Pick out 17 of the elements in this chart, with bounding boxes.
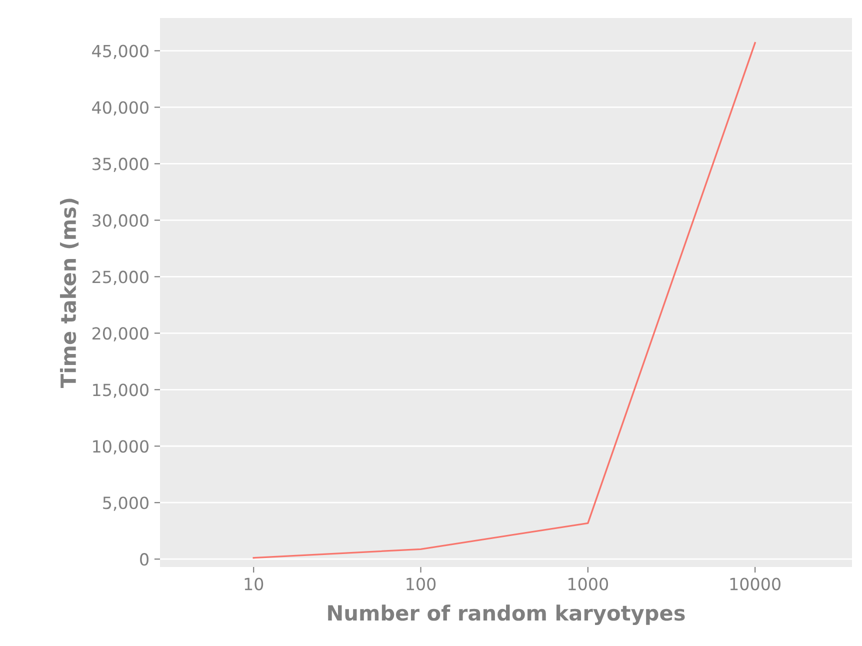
y-tick-label: 45,000 xyxy=(92,44,148,60)
y-tick-label: 0 xyxy=(140,553,148,566)
x-tick-label: 10000 xyxy=(730,578,780,590)
x-tick-label: 10 xyxy=(244,578,264,590)
x-tick-label: 1000 xyxy=(568,578,608,590)
x-tick-label: 100 xyxy=(406,578,436,590)
y-tick-label: 35,000 xyxy=(92,158,148,172)
y-tick-label: 5,000 xyxy=(103,496,148,511)
y-tick-label: 15,000 xyxy=(93,384,148,398)
x-axis-title: Number of random karyotypes xyxy=(328,604,685,625)
y-tick-label: 10,000 xyxy=(93,440,148,454)
y-tick-label: 30,000 xyxy=(92,214,148,228)
y-axis-title: Time taken (ms) xyxy=(60,198,79,388)
y-tick-label: 25,000 xyxy=(92,270,148,285)
y-tick-label: 20,000 xyxy=(92,327,148,342)
line-series xyxy=(252,42,756,559)
y-tick-label: 40,000 xyxy=(92,101,148,116)
